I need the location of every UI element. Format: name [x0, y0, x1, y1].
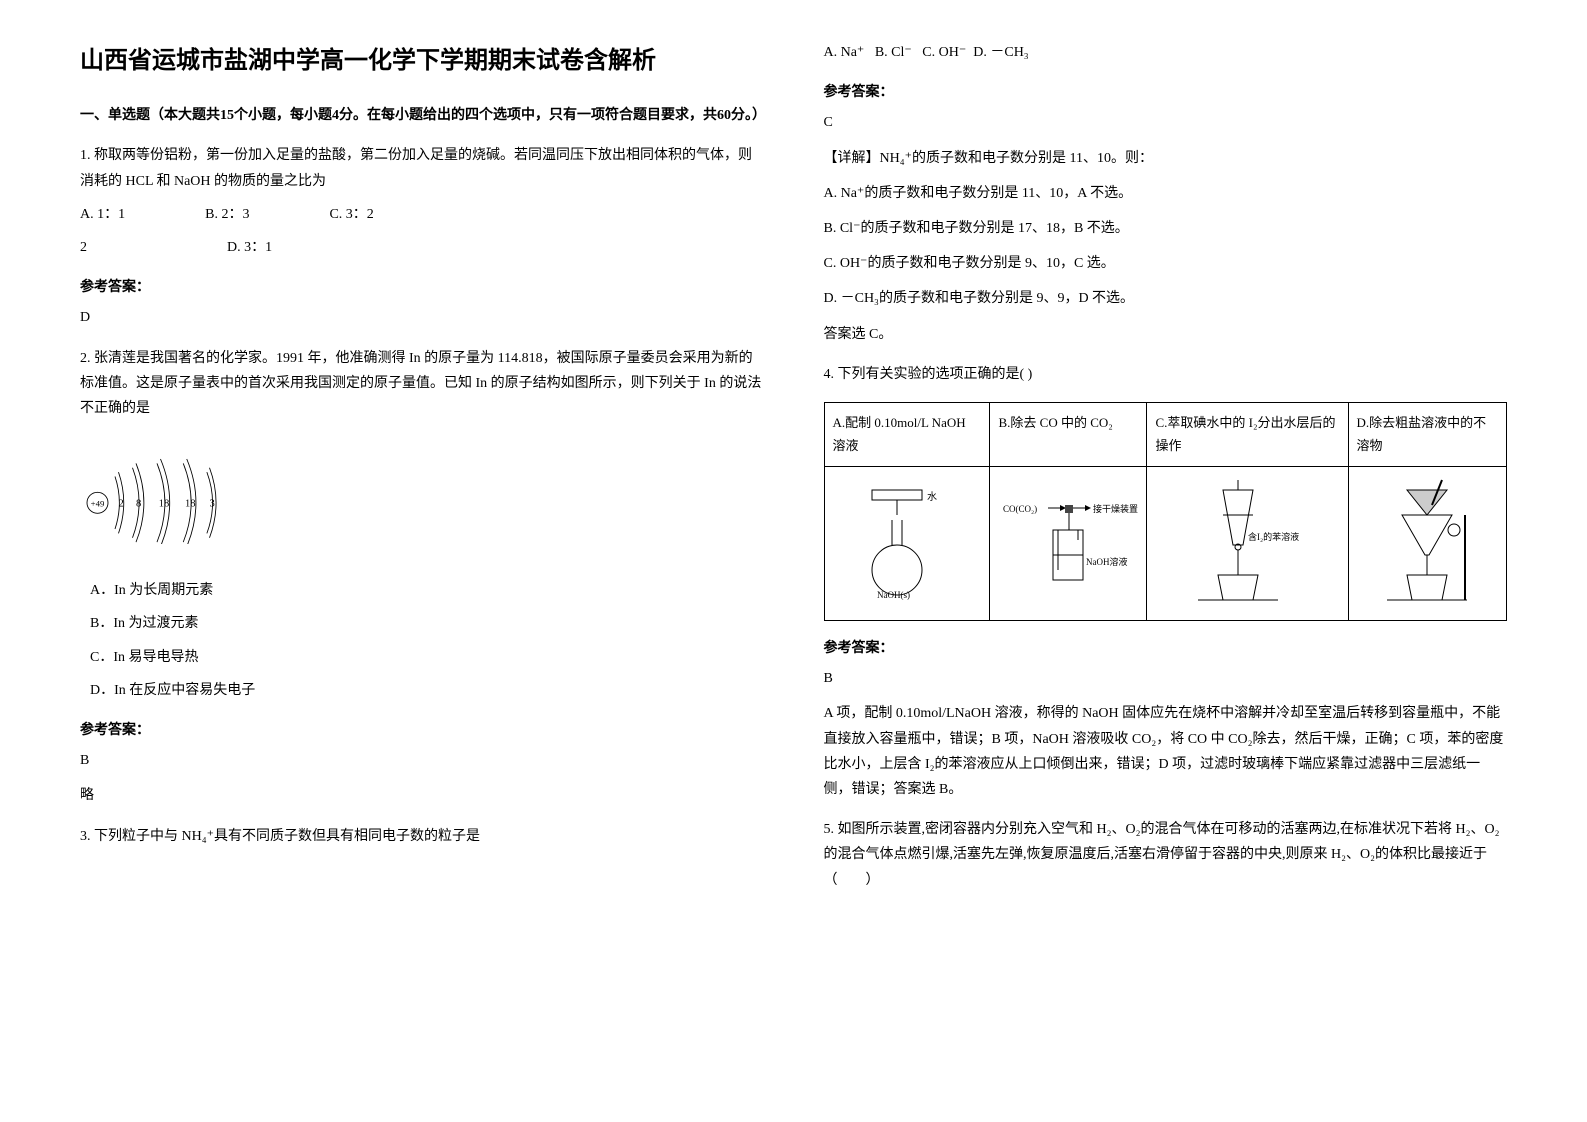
- shell-1: 2: [119, 498, 124, 509]
- q4-answer-label: 参考答案：: [824, 636, 1508, 661]
- q3-detail-d: D. －CH₃的质子数和电子数分别是 9、9，D 不选。: [824, 286, 1508, 311]
- question-1: 1. 称取两等份铝粉，第一份加入足量的盐酸，第二份加入足量的烧碱。若同温同压下放…: [80, 143, 764, 260]
- q3-opt-b: B. Cl⁻: [875, 45, 912, 60]
- q3-text: 3. 下列粒子中与 NH₄⁺具有不同质子数但具有相同电子数的粒子是: [80, 824, 764, 849]
- gas-washing-diagram: CO(CO₂) 接干燥装置 NaOH溶液: [998, 480, 1138, 600]
- q1-opt-c: C. 3：2: [329, 202, 373, 227]
- shell-2: 8: [136, 498, 141, 509]
- question-3: 3. 下列粒子中与 NH₄⁺具有不同质子数但具有相同电子数的粒子是: [80, 824, 764, 849]
- q2-opt-d: D．In 在反应中容易失电子: [90, 678, 764, 703]
- cell-b-header: B.除去 CO 中的 CO₂: [990, 402, 1147, 466]
- nucleus-label: +49: [91, 498, 105, 508]
- shell-5: 3: [210, 498, 215, 509]
- q2-text: 2. 张清莲是我国著名的化学家。1991 年，他准确测得 In 的原子量为 11…: [80, 346, 764, 422]
- filtration-diagram: [1377, 475, 1477, 605]
- svg-text:接干燥装置: 接干燥装置: [1093, 503, 1138, 514]
- q3-detail-b: B. Cl⁻的质子数和电子数分别是 17、18，B 不选。: [824, 216, 1508, 241]
- q2-answer-label: 参考答案：: [80, 718, 764, 743]
- separating-funnel-diagram: 含I₂的苯溶液: [1188, 475, 1308, 605]
- q1-answer: D: [80, 305, 764, 330]
- svg-text:CO(CO₂): CO(CO₂): [1003, 504, 1037, 514]
- svg-text:NaOH溶液: NaOH溶液: [1086, 556, 1128, 567]
- q1-opt-a: A. 1：1: [80, 202, 125, 227]
- shell-3: 18: [159, 498, 170, 509]
- q4-explain: A 项，配制 0.10mol/LNaOH 溶液，称得的 NaOH 固体应先在烧杯…: [824, 701, 1508, 802]
- q2-options: A．In 为长周期元素 B．In 为过渡元素 C．In 易导电导热 D．In 在…: [90, 578, 764, 703]
- q3-opt-d: D. －CH₃: [973, 45, 1028, 60]
- cell-c-header: C.萃取碘水中的 I₂分出水层后的操作: [1147, 402, 1348, 466]
- experiment-table: A.配制 0.10mol/L NaOH 溶液 B.除去 CO 中的 CO₂ C.…: [824, 402, 1508, 621]
- q3-answer: C: [824, 110, 1508, 135]
- q1-text: 1. 称取两等份铝粉，第一份加入足量的盐酸，第二份加入足量的烧碱。若同温同压下放…: [80, 143, 764, 193]
- q3-conclusion: 答案选 C。: [824, 322, 1508, 347]
- question-4: 4. 下列有关实验的选项正确的是( ) A.配制 0.10mol/L NaOH …: [824, 362, 1508, 621]
- left-column: 山西省运城市盐湖中学高一化学下学期期末试卷含解析 一、单选题（本大题共15个小题…: [50, 40, 794, 1082]
- q1-opt-c2: 2: [80, 235, 87, 260]
- q5-text: 5. 如图所示装置,密闭容器内分别充入空气和 H₂、O₂的混合气体在可移动的活塞…: [824, 817, 1508, 893]
- q1-opt-b: B. 2：3: [205, 202, 249, 227]
- atom-structure-diagram: +49 2 8 18 18 3: [80, 444, 220, 544]
- q2-opt-a: A．In 为长周期元素: [90, 578, 764, 603]
- question-2: 2. 张清莲是我国著名的化学家。1991 年，他准确测得 In 的原子量为 11…: [80, 346, 764, 704]
- cell-c-diagram: 含I₂的苯溶液: [1147, 466, 1348, 620]
- q3-opt-c: C. OH⁻: [922, 45, 966, 60]
- document-title: 山西省运城市盐湖中学高一化学下学期期末试卷含解析: [80, 40, 764, 83]
- cell-d-header: D.除去粗盐溶液中的不溶物: [1348, 402, 1506, 466]
- q4-text: 4. 下列有关实验的选项正确的是( ): [824, 362, 1508, 387]
- cell-a-diagram: 水 NaOH(s): [824, 466, 990, 620]
- question-5: 5. 如图所示装置,密闭容器内分别充入空气和 H₂、O₂的混合气体在可移动的活塞…: [824, 817, 1508, 893]
- volumetric-flask-diagram: 水 NaOH(s): [852, 480, 962, 600]
- q3-options: A. Na⁺ B. Cl⁻ C. OH⁻ D. －CH₃: [824, 40, 1508, 65]
- q1-options-row1: A. 1：1 B. 2：3 C. 3：2: [80, 202, 764, 227]
- table-image-row: 水 NaOH(s) CO(CO₂) 接干: [824, 466, 1507, 620]
- q1-options-row2: 2 D. 3：1: [80, 235, 764, 260]
- q1-answer-label: 参考答案：: [80, 275, 764, 300]
- right-column: A. Na⁺ B. Cl⁻ C. OH⁻ D. －CH₃ 参考答案： C 【详解…: [794, 40, 1538, 1082]
- section-1-header: 一、单选题（本大题共15个小题，每小题4分。在每小题给出的四个选项中，只有一项符…: [80, 103, 764, 128]
- shell-4: 18: [185, 498, 196, 509]
- table-header-row: A.配制 0.10mol/L NaOH 溶液 B.除去 CO 中的 CO₂ C.…: [824, 402, 1507, 466]
- q4-answer: B: [824, 666, 1508, 691]
- q2-opt-c: C．In 易导电导热: [90, 645, 764, 670]
- svg-text:水: 水: [927, 491, 937, 503]
- q3-opt-a: A. Na⁺: [824, 45, 865, 60]
- svg-text:NaOH(s): NaOH(s): [877, 590, 910, 600]
- q2-note: 略: [80, 783, 764, 808]
- cell-b-diagram: CO(CO₂) 接干燥装置 NaOH溶液: [990, 466, 1147, 620]
- q3-answer-label: 参考答案：: [824, 80, 1508, 105]
- q2-answer: B: [80, 748, 764, 773]
- cell-a-header: A.配制 0.10mol/L NaOH 溶液: [824, 402, 990, 466]
- q3-detail-header: 【详解】NH₄⁺的质子数和电子数分别是 11、10。则：: [824, 146, 1508, 171]
- q3-detail-c: C. OH⁻的质子数和电子数分别是 9、10，C 选。: [824, 251, 1508, 276]
- svg-text:含I₂的苯溶液: 含I₂的苯溶液: [1248, 531, 1299, 542]
- cell-d-diagram: [1348, 466, 1506, 620]
- q3-detail-a: A. Na⁺的质子数和电子数分别是 11、10，A 不选。: [824, 181, 1508, 206]
- q2-opt-b: B．In 为过渡元素: [90, 611, 764, 636]
- q1-opt-d: D. 3：1: [227, 235, 272, 260]
